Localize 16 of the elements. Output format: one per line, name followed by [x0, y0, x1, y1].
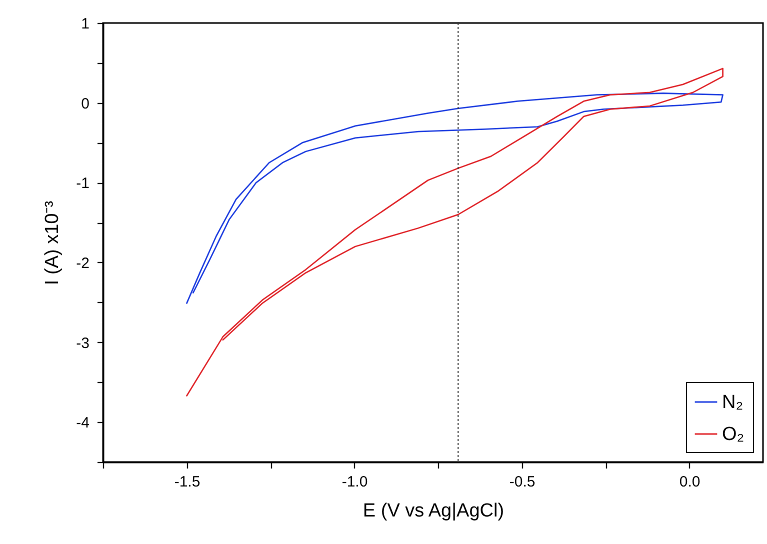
line-series — [186, 92, 724, 304]
y-tick-label: 0 — [81, 95, 90, 112]
y-tick-label: -3 — [76, 334, 90, 352]
x-tick-label: 0.0 — [679, 474, 700, 490]
x-tick-label: -1.5 — [174, 474, 200, 490]
legend-label: N₂ — [722, 392, 744, 413]
y-tick-label: 1 — [81, 16, 90, 32]
y-tick-label: -1 — [76, 175, 90, 192]
y-axis-title: I (A) x10⁻³ — [42, 200, 64, 286]
x-axis-title: E (V vs Ag|AgCl) — [362, 500, 504, 522]
x-tick-label: -0.5 — [509, 474, 536, 490]
y-tick-label: -4 — [76, 414, 90, 432]
line-series — [186, 68, 724, 396]
y-tick-label: -2 — [76, 254, 90, 272]
legend-label: O₂ — [722, 424, 744, 445]
x-tick-label: -1.0 — [342, 474, 368, 490]
